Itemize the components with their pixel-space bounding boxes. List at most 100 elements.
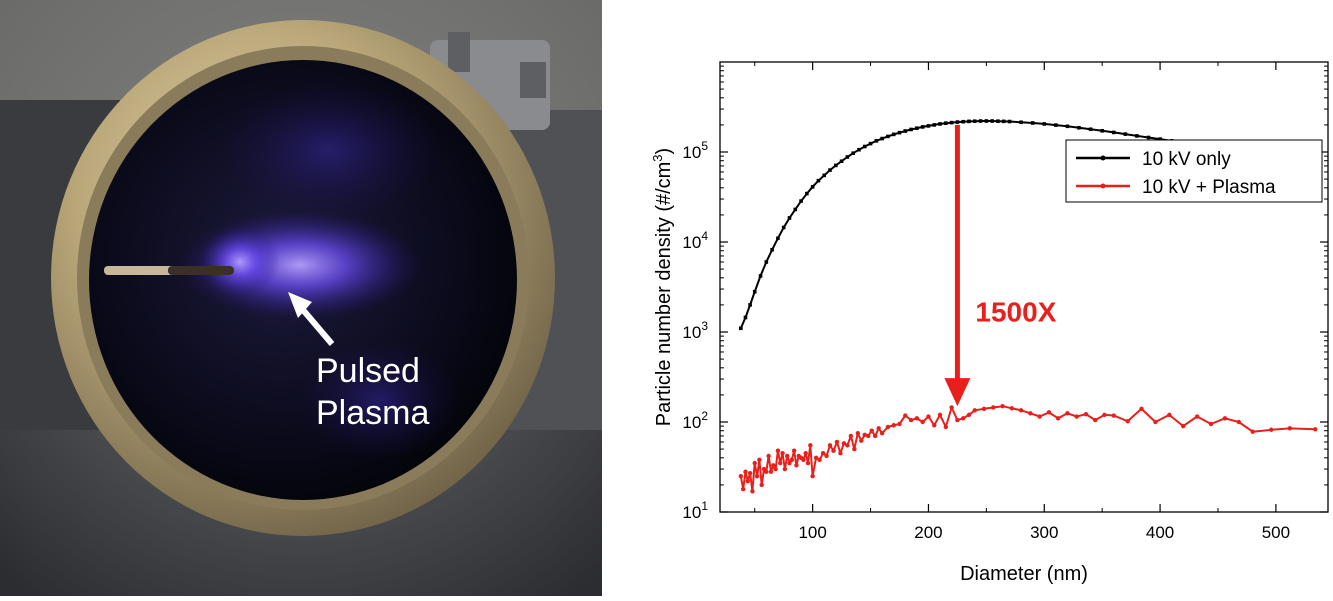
data-point-series-2 <box>1194 414 1200 419</box>
data-point-series-1 <box>868 141 873 146</box>
data-point-series-1 <box>845 155 850 159</box>
data-point-series-2 <box>885 424 891 430</box>
x-tick-label: 500 <box>1262 523 1290 542</box>
data-point-series-2 <box>820 451 826 456</box>
y-tick-label-exp: 5 <box>701 139 708 153</box>
data-point-series-2 <box>848 433 854 439</box>
data-point-series-2 <box>991 405 996 410</box>
data-point-series-2 <box>1181 423 1186 429</box>
data-point-series-2 <box>838 451 843 456</box>
data-point-series-2 <box>1153 419 1158 425</box>
data-point-series-2 <box>757 457 762 463</box>
data-point-series-2 <box>834 439 840 445</box>
data-point-series-1 <box>915 126 919 130</box>
data-point-series-2 <box>738 473 744 479</box>
data-point-series-1 <box>886 134 890 139</box>
data-point-series-2 <box>1287 426 1292 431</box>
data-point-series-2 <box>824 453 829 459</box>
data-point-series-1 <box>1158 137 1162 141</box>
data-point-series-2 <box>1018 408 1024 413</box>
y-tick-label-base: 10 <box>682 413 701 432</box>
y-tick-label: 104 <box>682 229 708 252</box>
data-point-series-1 <box>1001 119 1006 124</box>
data-point-series-2 <box>1028 411 1033 416</box>
data-point-series-2 <box>1046 410 1052 415</box>
data-point-series-1 <box>891 132 896 137</box>
y-tick-label-base: 10 <box>682 323 701 342</box>
arrow-head <box>288 292 312 318</box>
data-point-series-1 <box>1088 127 1093 132</box>
plasma-photo: Pulsed Plasma <box>0 0 602 596</box>
data-point-series-2 <box>791 448 797 453</box>
data-point-series-2 <box>981 406 987 412</box>
data-point-series-1 <box>967 119 971 124</box>
data-point-series-1 <box>776 236 780 241</box>
data-point-series-1 <box>805 191 809 196</box>
data-point-series-2 <box>740 486 746 492</box>
data-point-series-2 <box>855 431 861 436</box>
data-point-series-2 <box>754 473 760 479</box>
legend-label-series-2: 10 kV + Plasma <box>1142 177 1276 198</box>
data-point-series-2 <box>775 448 781 453</box>
data-point-series-2 <box>743 469 748 474</box>
series-line-2 <box>739 405 1316 493</box>
data-point-series-2 <box>1208 421 1214 427</box>
data-point-series-1 <box>828 168 832 172</box>
data-point-series-2 <box>764 469 769 474</box>
data-point-series-2 <box>789 457 795 463</box>
y-axis-label-sup: 3 <box>650 154 665 161</box>
y-axis-label-close: ) <box>653 148 675 155</box>
data-point-series-1 <box>926 124 931 128</box>
data-point-series-2 <box>903 413 908 418</box>
data-point-series-2 <box>914 416 920 421</box>
data-point-series-2 <box>869 428 874 433</box>
data-point-series-2 <box>876 426 881 431</box>
data-point-series-2 <box>1236 419 1242 425</box>
data-point-series-1 <box>781 225 786 230</box>
data-point-series-2 <box>745 478 750 484</box>
x-tick-label: 100 <box>798 523 826 542</box>
plasma-chamber-photo-illustration <box>0 0 602 596</box>
data-point-series-1 <box>822 173 827 178</box>
data-point-series-2 <box>768 469 774 474</box>
data-point-series-1 <box>961 119 965 124</box>
data-point-series-2 <box>747 470 753 476</box>
data-point-series-2 <box>859 438 864 443</box>
y-axis-label-text: Particle number density (#/cm <box>653 162 675 427</box>
data-point-series-2 <box>1000 403 1005 409</box>
data-point-series-2 <box>943 424 949 430</box>
data-point-series-1 <box>758 274 763 278</box>
data-point-series-1 <box>955 120 960 124</box>
data-point-series-2 <box>1222 416 1228 421</box>
data-point-series-2 <box>866 433 871 439</box>
clamp-bolt <box>448 32 470 72</box>
data-point-series-2 <box>831 448 836 453</box>
x-tick-label: 400 <box>1146 523 1174 542</box>
data-point-series-2 <box>1083 412 1089 417</box>
data-point-series-1 <box>862 144 867 149</box>
data-point-series-1 <box>1007 119 1012 124</box>
label-line-2: Plasma <box>316 394 430 432</box>
data-point-series-1 <box>903 129 908 133</box>
data-point-series-1 <box>770 247 774 252</box>
y-tick-label-base: 10 <box>682 233 701 252</box>
data-point-series-2 <box>808 443 813 448</box>
y-tick-label-exp: 1 <box>701 499 708 513</box>
legend-label-series-1: 10 kV only <box>1142 149 1231 170</box>
data-point-series-2 <box>1102 412 1107 418</box>
data-point-series-2 <box>872 433 878 439</box>
data-point-series-2 <box>852 446 857 452</box>
y-tick-label: 102 <box>682 409 708 432</box>
x-tick-label: 200 <box>914 523 942 542</box>
x-tick-label: 300 <box>1030 523 1058 542</box>
data-point-series-1 <box>1135 134 1139 138</box>
data-point-series-2 <box>1009 406 1015 411</box>
pulsed-plasma-label: Pulsed Plasma <box>316 350 429 434</box>
data-point-series-2 <box>750 489 755 494</box>
data-point-series-2 <box>1055 416 1061 421</box>
data-point-series-2 <box>810 473 815 479</box>
data-point-series-1 <box>990 119 994 123</box>
plasma-glow-lower <box>300 340 460 460</box>
data-point-series-2 <box>773 466 778 472</box>
data-point-series-2 <box>961 416 966 421</box>
